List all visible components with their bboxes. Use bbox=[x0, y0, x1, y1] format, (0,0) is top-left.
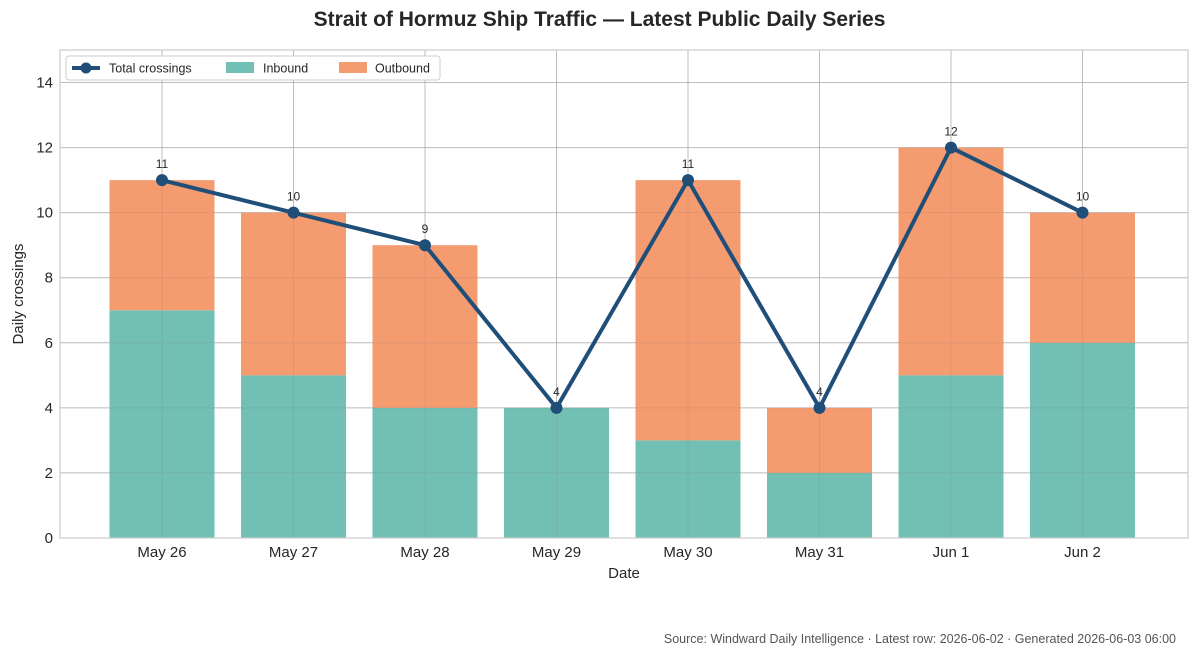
bar-inbound bbox=[241, 375, 346, 538]
data-labels: 11 10 9 4 11 4 12 10 bbox=[156, 125, 1090, 399]
bar-outbound bbox=[241, 212, 346, 376]
x-tick-label: May 28 bbox=[400, 544, 449, 561]
bar-outbound bbox=[372, 245, 478, 408]
total-crossings-point bbox=[550, 401, 563, 414]
bar-inbound bbox=[109, 310, 215, 538]
y-tick-label: 8 bbox=[45, 270, 53, 287]
y-tick-label: 14 bbox=[36, 75, 53, 92]
x-tick-label: May 27 bbox=[269, 544, 318, 561]
total-crossings-point bbox=[1076, 206, 1089, 219]
total-crossings-line bbox=[161, 145, 1084, 410]
data-label: 10 bbox=[287, 190, 301, 204]
bar-outbound bbox=[898, 147, 1004, 376]
legend-swatch-outbound bbox=[339, 62, 367, 73]
data-label: 4 bbox=[816, 385, 823, 399]
data-label: 12 bbox=[944, 125, 958, 139]
y-tick-label: 12 bbox=[36, 140, 53, 157]
total-crossings-point bbox=[419, 239, 431, 252]
legend-label-total: Total crossings bbox=[109, 62, 192, 76]
x-tick-label: May 29 bbox=[532, 544, 581, 561]
chart-title: Strait of Hormuz Ship Traffic — Latest P… bbox=[313, 8, 886, 31]
total-crossings-point bbox=[813, 401, 826, 414]
total-crossings-point bbox=[156, 174, 168, 187]
source-footnote: Source: Windward Daily Intelligence · La… bbox=[663, 632, 1176, 646]
bar-inbound bbox=[767, 472, 872, 538]
bar-inbound bbox=[1030, 342, 1135, 538]
total-crossings-point bbox=[287, 206, 300, 219]
plot-frame bbox=[59, 49, 1189, 539]
bar-inbound bbox=[504, 407, 609, 538]
data-label: 10 bbox=[1076, 190, 1090, 204]
data-label: 4 bbox=[553, 385, 560, 399]
y-tick-label: 0 bbox=[45, 530, 53, 547]
total-crossings-point bbox=[945, 141, 957, 154]
data-label: 9 bbox=[422, 222, 429, 236]
x-tick-label: May 31 bbox=[795, 544, 844, 561]
data-label: 11 bbox=[156, 157, 169, 171]
x-tick-label: Jun 1 bbox=[933, 544, 970, 561]
axes: 0 2 4 6 8 10 12 14 May 26 May 27 May 28 May 29 May 3… bbox=[10, 49, 1189, 582]
total-line bbox=[156, 141, 1089, 414]
data-label: 11 bbox=[682, 157, 695, 171]
y-tick-label: 10 bbox=[36, 205, 53, 222]
bar-outbound bbox=[1030, 212, 1135, 343]
bar-inbound bbox=[635, 440, 741, 538]
total-crossings-point bbox=[682, 174, 694, 187]
bar-outbound bbox=[109, 180, 215, 311]
bars bbox=[60, 50, 1188, 539]
bar-inbound bbox=[898, 375, 1004, 538]
x-axis-label: Date bbox=[608, 565, 640, 582]
y-tick-label: 2 bbox=[45, 465, 53, 482]
x-tick-label: May 26 bbox=[137, 544, 186, 561]
legend-swatch-inbound bbox=[226, 62, 254, 73]
legend-line-marker bbox=[80, 62, 92, 74]
legend-label-outbound: Outbound bbox=[375, 62, 430, 76]
legend: Total crossings Inbound Outbound bbox=[65, 55, 441, 81]
x-tick-label: May 30 bbox=[663, 544, 712, 561]
bar-outbound bbox=[635, 180, 741, 441]
bar-inbound bbox=[372, 407, 478, 538]
x-tick-label: Jun 2 bbox=[1064, 544, 1101, 561]
bar-outbound bbox=[767, 407, 872, 473]
y-tick-label: 4 bbox=[45, 400, 53, 417]
y-tick-label: 6 bbox=[45, 335, 53, 352]
legend-label-inbound: Inbound bbox=[263, 62, 308, 76]
y-axis-label: Daily crossings bbox=[10, 244, 27, 345]
